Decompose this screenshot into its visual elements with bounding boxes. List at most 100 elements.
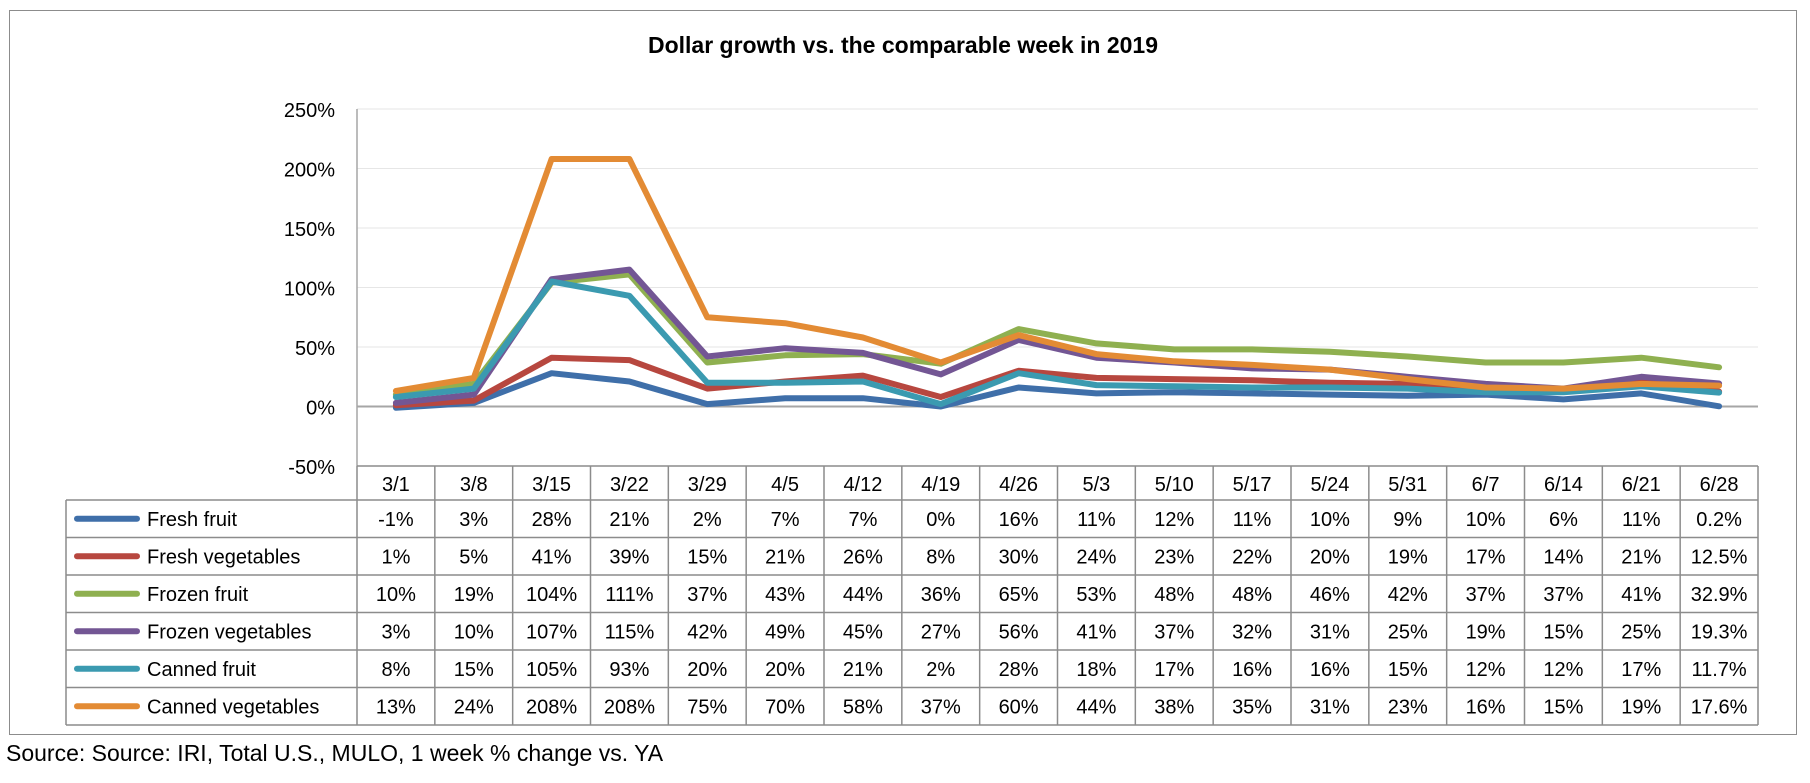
x-tick-label: 4/26 bbox=[999, 474, 1038, 496]
data-label: 16% bbox=[1310, 659, 1350, 681]
chart-title: Dollar growth vs. the comparable week in… bbox=[648, 32, 1158, 58]
data-label: 12% bbox=[1466, 659, 1506, 681]
y-tick-label: 50% bbox=[295, 338, 335, 360]
line-chart: Dollar growth vs. the comparable week in… bbox=[65, 32, 1759, 726]
data-label: 1% bbox=[381, 546, 410, 568]
legend-entry: Fresh vegetables bbox=[147, 546, 300, 568]
legend-entry: Fresh fruit bbox=[147, 509, 237, 531]
x-tick-label: 6/14 bbox=[1544, 474, 1583, 496]
data-label: 48% bbox=[1154, 584, 1194, 606]
data-label: 3% bbox=[381, 621, 410, 643]
data-label: 26% bbox=[843, 546, 883, 568]
data-label: 10% bbox=[1310, 509, 1350, 531]
data-label: 28% bbox=[532, 509, 572, 531]
series-line-canned-vegetables bbox=[392, 156, 1723, 394]
data-label: 2% bbox=[926, 659, 955, 681]
data-label: 19% bbox=[1621, 696, 1661, 718]
series-line-frozen-fruit bbox=[392, 271, 1723, 398]
legend-entry: Frozen fruit bbox=[147, 584, 249, 606]
data-label: 107% bbox=[526, 621, 577, 643]
data-label: 105% bbox=[526, 659, 577, 681]
data-label: 12.5% bbox=[1691, 546, 1748, 568]
data-label: 8% bbox=[926, 546, 955, 568]
data-label: 31% bbox=[1310, 696, 1350, 718]
data-label: 111% bbox=[605, 584, 653, 606]
data-label: 17% bbox=[1154, 659, 1194, 681]
data-label: 42% bbox=[1388, 584, 1428, 606]
source-note: Source: Source: IRI, Total U.S., MULO, 1… bbox=[6, 740, 664, 766]
data-label: 70% bbox=[765, 696, 805, 718]
axes: 250% 200% 150% 100% 50% 0% -50% bbox=[284, 100, 1758, 479]
data-label: 45% bbox=[843, 621, 883, 643]
x-tick-label: 4/12 bbox=[843, 474, 882, 496]
y-tick-label: 200% bbox=[284, 160, 335, 182]
data-label: 11% bbox=[1233, 509, 1272, 531]
data-label: 49% bbox=[765, 621, 805, 643]
x-tick-label: 6/28 bbox=[1700, 474, 1739, 496]
y-tick-label: 0% bbox=[306, 398, 335, 420]
y-tick-label: -50% bbox=[288, 457, 335, 479]
data-label: 37% bbox=[687, 584, 727, 606]
data-table: 3/1 3/8 3/15 3/22 3/29 4/5 4/12 4/19 4/26 5/3 5/10… bbox=[65, 465, 1759, 726]
data-label: 41% bbox=[1621, 584, 1661, 606]
data-label: 75% bbox=[687, 696, 727, 718]
x-tick-label: 6/21 bbox=[1622, 474, 1661, 496]
data-label: 43% bbox=[765, 584, 805, 606]
data-label: 37% bbox=[1154, 621, 1194, 643]
data-label: 38% bbox=[1154, 696, 1194, 718]
data-label: 65% bbox=[999, 584, 1039, 606]
data-label: 44% bbox=[843, 584, 883, 606]
series-lines bbox=[392, 156, 1723, 411]
x-tick-label: 5/31 bbox=[1388, 474, 1427, 496]
data-label: 46% bbox=[1310, 584, 1350, 606]
y-tick-label: 100% bbox=[284, 279, 335, 301]
data-label: 14% bbox=[1543, 546, 1583, 568]
data-label: 32.9% bbox=[1691, 584, 1748, 606]
x-tick-label: 3/22 bbox=[610, 474, 649, 496]
x-tick-label: 3/29 bbox=[688, 474, 727, 496]
data-label: 18% bbox=[1076, 659, 1116, 681]
x-tick-label: 5/24 bbox=[1310, 474, 1349, 496]
y-tick-label: 250% bbox=[284, 100, 335, 122]
data-label: 9% bbox=[1393, 509, 1422, 531]
data-label: 19.3% bbox=[1691, 621, 1748, 643]
data-label: 42% bbox=[687, 621, 727, 643]
data-label: 60% bbox=[999, 696, 1039, 718]
x-tick-label: 3/8 bbox=[460, 474, 488, 496]
data-label: 3% bbox=[459, 509, 488, 531]
x-tick-label: 4/19 bbox=[921, 474, 960, 496]
data-label: 58% bbox=[843, 696, 883, 718]
data-label: -1% bbox=[378, 509, 414, 531]
data-label: 37% bbox=[1543, 584, 1583, 606]
data-label: 12% bbox=[1154, 509, 1194, 531]
data-label: 2% bbox=[693, 509, 722, 531]
data-label: 93% bbox=[609, 659, 649, 681]
data-label: 30% bbox=[999, 546, 1039, 568]
data-label: 44% bbox=[1076, 696, 1116, 718]
data-label: 20% bbox=[765, 659, 805, 681]
data-label: 31% bbox=[1310, 621, 1350, 643]
data-label: 21% bbox=[765, 546, 805, 568]
y-tick-label: 150% bbox=[284, 219, 335, 241]
data-label: 17.6% bbox=[1691, 696, 1748, 718]
data-label: 41% bbox=[1076, 621, 1116, 643]
gridlines bbox=[357, 108, 1758, 467]
data-label: 21% bbox=[609, 509, 649, 531]
data-label: 16% bbox=[1466, 696, 1506, 718]
data-label: 15% bbox=[1543, 696, 1583, 718]
data-label: 37% bbox=[1466, 584, 1506, 606]
data-label: 10% bbox=[454, 621, 494, 643]
data-label: 16% bbox=[999, 509, 1039, 531]
data-label: 35% bbox=[1232, 696, 1272, 718]
data-label: 17% bbox=[1466, 546, 1506, 568]
x-tick-label: 3/15 bbox=[532, 474, 571, 496]
x-tick-label: 4/5 bbox=[771, 474, 799, 496]
data-label: 53% bbox=[1076, 584, 1116, 606]
data-label: 39% bbox=[609, 546, 649, 568]
data-label: 10% bbox=[376, 584, 416, 606]
data-label: 15% bbox=[1388, 659, 1428, 681]
data-label: 19% bbox=[1466, 621, 1506, 643]
data-label: 0.2% bbox=[1696, 509, 1742, 531]
chart-frame bbox=[9, 10, 1797, 735]
x-tick-label: 5/10 bbox=[1155, 474, 1194, 496]
